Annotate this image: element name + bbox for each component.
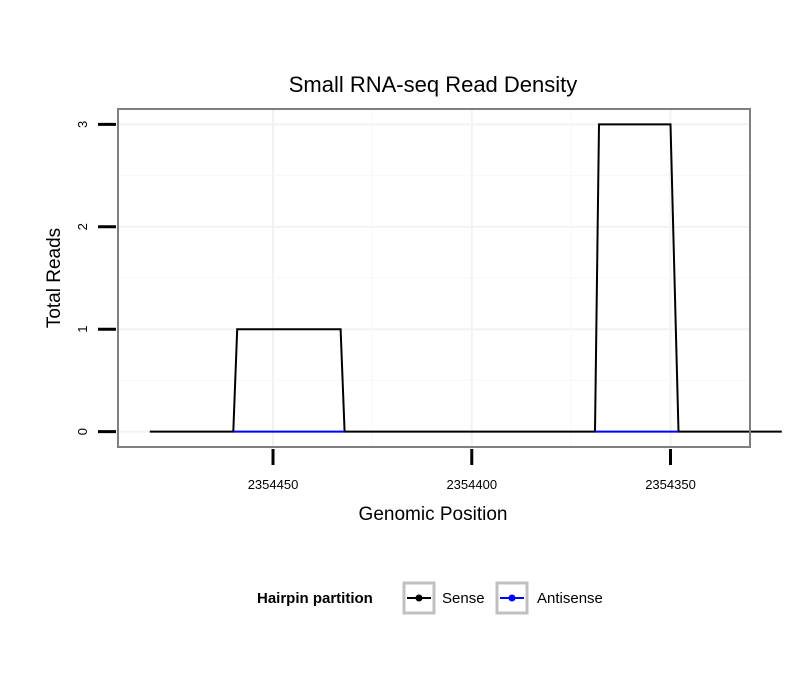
x-tick-label-0: 2354450 — [248, 477, 299, 492]
series-sense-line — [149, 123, 782, 433]
legend-label-antisense: Antisense — [537, 590, 603, 607]
x-tick-label-1: 2354400 — [446, 477, 497, 492]
legend: Hairpin partition Sense Antisense — [257, 581, 603, 615]
series-layer — [149, 123, 782, 433]
y-tick-label-3: 3 — [75, 121, 90, 128]
legend-label-sense: Sense — [442, 590, 485, 607]
y-tick-label-2: 2 — [75, 223, 90, 230]
chart-title: Small RNA-seq Read Density — [289, 72, 578, 97]
x-tick-label-2: 2354350 — [645, 477, 696, 492]
plot-panel-border — [117, 108, 751, 448]
legend-point-antisense — [508, 594, 516, 602]
x-axis-title: Genomic Position — [359, 504, 508, 525]
legend-title: Hairpin partition — [257, 590, 373, 607]
legend-item-antisense: Antisense — [495, 581, 603, 615]
axes: 0 1 2 3 2354450 2354400 2354350 — [75, 121, 696, 492]
grid — [118, 109, 750, 447]
y-axis-title: Total Reads — [44, 228, 65, 328]
legend-item-sense: Sense — [402, 581, 485, 615]
y-tick-label-0: 0 — [75, 428, 90, 435]
y-tick-label-1: 1 — [75, 326, 90, 333]
legend-point-sense — [415, 594, 423, 602]
